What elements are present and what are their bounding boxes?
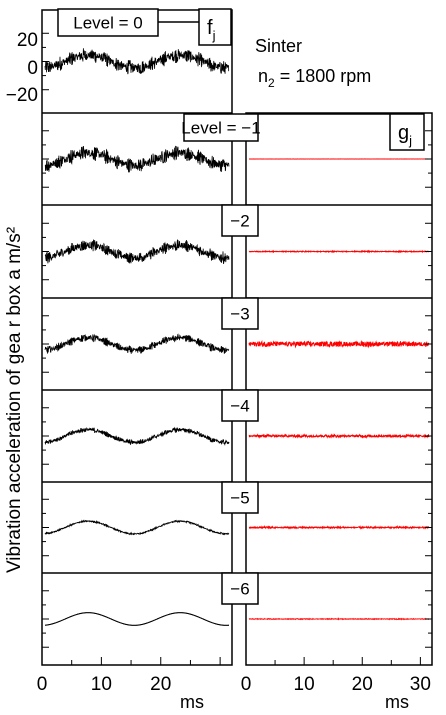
f-label-sub: j <box>212 28 216 43</box>
f-trace-5 <box>44 519 230 536</box>
level-label-5: −5 <box>230 489 249 508</box>
x-tick-label-left: 10 <box>91 674 112 695</box>
level-label-2-box <box>221 204 259 237</box>
right-frame <box>245 112 433 666</box>
y-tick-label: 20 <box>17 30 38 51</box>
level-label-6: −6 <box>230 580 249 599</box>
left-frame <box>41 9 233 666</box>
g-label: g <box>398 122 409 144</box>
panel-frames <box>41 9 433 666</box>
x-axis-label-left: ms <box>180 692 204 712</box>
x-tick-label-right: 20 <box>352 674 373 695</box>
x-tick-label-right: 10 <box>294 674 315 695</box>
tick-labels: 20 0 −20 0 10 20 0 10 20 30 <box>6 30 431 695</box>
svg-text:fj: fj <box>207 17 216 43</box>
g-trace-2 <box>248 340 430 349</box>
material-annotation: Sinter <box>255 36 302 56</box>
x-axis-label-right: ms <box>385 692 409 712</box>
signal-traces <box>44 48 430 626</box>
g-trace-5 <box>248 617 430 621</box>
f-label: f <box>207 17 213 39</box>
level-label-4-box <box>221 389 259 422</box>
f-trace-2 <box>44 239 230 264</box>
level-label-3: −3 <box>230 305 249 324</box>
g-label-box: gj <box>389 113 425 151</box>
f-label-box: fj <box>198 8 232 46</box>
f-trace-3 <box>44 333 230 355</box>
speed-annotation-sub: 2 <box>268 76 275 90</box>
speed-annotation: n2 = 1800 rpm <box>258 66 371 90</box>
svg-text:gj: gj <box>398 122 412 148</box>
x-tick-label-left: 0 <box>37 674 48 695</box>
level-label-1-box <box>183 113 259 142</box>
speed-annotation-value: = 1800 rpm <box>275 66 372 86</box>
level-label-2: −2 <box>230 212 249 231</box>
g-trace-3 <box>248 433 430 440</box>
level-label-5-box <box>221 481 259 514</box>
axis-ticks <box>41 32 432 665</box>
level-label-0: Level = 0 <box>73 14 142 33</box>
level-label-6-box <box>221 572 259 605</box>
x-tick-label-left: 20 <box>150 674 171 695</box>
level-label-boxes: Level = 0 Level = −1 −2 −3 −4 −5 −6 <box>57 8 390 605</box>
f-trace-4 <box>44 426 230 446</box>
x-tick-label-right: 0 <box>241 674 252 695</box>
y-tick-label: 0 <box>27 58 38 79</box>
speed-annotation-prefix: n <box>258 66 268 86</box>
f-trace-6 <box>45 612 229 626</box>
f-trace-0 <box>44 48 230 75</box>
f-trace-1 <box>44 145 230 173</box>
level-label-0-box <box>57 8 159 37</box>
level-label-4: −4 <box>230 397 249 416</box>
y-axis-label: Vibration acceleration of gea r box a m/… <box>4 227 25 573</box>
g-label-sub: j <box>408 133 412 148</box>
level-label-1: Level = −1 <box>181 119 260 138</box>
g-trace-4 <box>248 524 430 530</box>
x-tick-label-right: 30 <box>410 674 431 695</box>
g-trace-1 <box>248 249 430 254</box>
y-tick-label: −20 <box>6 85 38 106</box>
level-label-3-box <box>221 297 259 330</box>
